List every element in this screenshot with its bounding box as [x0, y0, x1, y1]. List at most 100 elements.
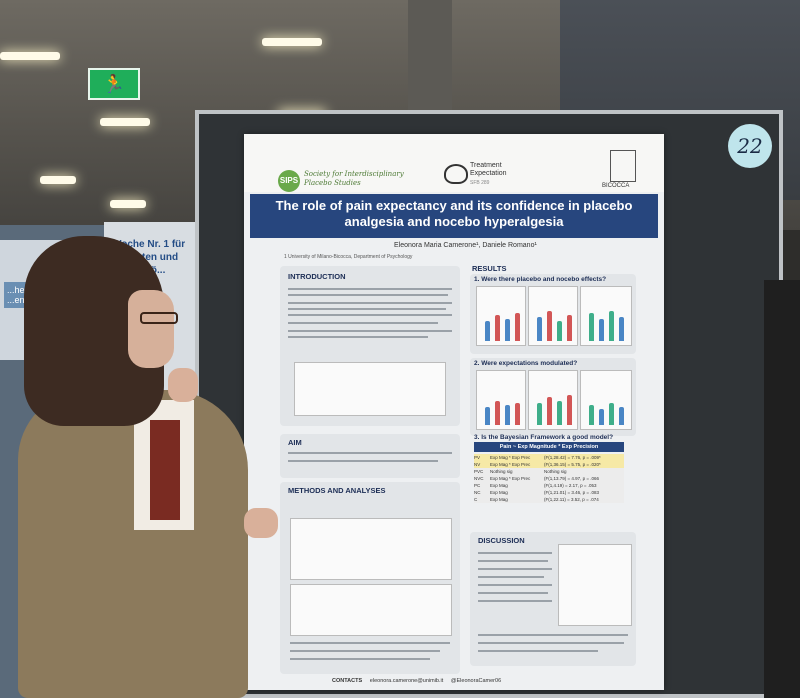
q1-heading: 1. Were there placebo and nocebo effects… — [474, 276, 607, 283]
row-stat: (F(1,28.42) = 7.76, p = .009* — [544, 455, 601, 460]
text-line — [478, 576, 544, 578]
text-line — [478, 560, 548, 562]
table-row: PVC Nothing sig Nothing sig — [474, 468, 624, 475]
person-hand — [168, 368, 198, 402]
plot-bar — [485, 407, 490, 425]
contact-email: eleonora.camerone@unimib.it — [369, 678, 444, 684]
text-line — [288, 452, 452, 454]
plot-bar — [567, 395, 572, 425]
row-label: NVC — [474, 476, 484, 481]
row-model: Exp Mag — [490, 490, 508, 495]
contacts-label: CONTACTS — [332, 678, 363, 684]
plot-bar — [485, 321, 490, 341]
methods-table — [290, 584, 452, 636]
row-stat: (F(1,22.11) = 3.52, p = .074 — [544, 497, 599, 502]
row-model: Exp Mag — [490, 483, 508, 488]
aim-heading: AIM — [288, 438, 302, 447]
table-row: NV Exp Mag * Exp Prec (F(1,36.15) = 5.75, … — [474, 461, 624, 468]
text-line — [478, 642, 624, 644]
table-row: C Exp Mag (F(1,22.11) = 3.52, p = .074 — [474, 496, 624, 503]
plot-bar — [537, 403, 542, 425]
row-stat: (F(1,4.19) = 2.17, p = .053 — [544, 483, 597, 488]
row-model: Exp Mag * Exp Prec — [490, 455, 531, 460]
row-label: C — [474, 497, 478, 502]
text-line — [478, 592, 548, 594]
text-line — [478, 650, 598, 652]
plot-bar — [609, 403, 614, 425]
plot-bar — [557, 401, 562, 425]
plot-bar — [599, 409, 604, 425]
text-line — [288, 288, 452, 290]
ceiling-light — [0, 52, 60, 60]
row-label: NC — [474, 490, 481, 495]
q2-plot-1 — [476, 370, 526, 430]
title-bar — [250, 194, 658, 238]
results-heading: RESULTS — [472, 264, 507, 273]
row-model: Exp Mag — [490, 497, 508, 502]
q1-plot-3 — [580, 286, 632, 346]
row-label: PC — [474, 483, 481, 488]
row-label: NV — [474, 462, 481, 467]
table-row: PC Exp Mag (F(1,4.19) = 2.17, p = .053 — [474, 482, 624, 489]
text-line — [290, 650, 440, 652]
text-line — [478, 568, 552, 570]
aim-box — [280, 434, 460, 478]
text-line — [288, 294, 448, 296]
plot-bar — [619, 407, 624, 425]
sips-name: Society for Interdisciplinary Placebo St… — [304, 170, 404, 187]
intro-figure — [294, 362, 446, 416]
person-jacket — [18, 390, 248, 698]
text-line — [288, 314, 452, 316]
row-model: Nothing sig — [490, 469, 513, 474]
plot-bar — [599, 319, 604, 341]
plot-bar — [505, 405, 510, 425]
poster-title: The role of pain expectancy and its conf… — [275, 198, 633, 229]
discussion-heading: DISCUSSION — [478, 536, 525, 545]
plot-bar — [537, 317, 542, 341]
text-line — [290, 658, 430, 660]
row-label: PV — [474, 455, 481, 460]
text-line — [478, 584, 552, 586]
poster-authors: Eleonora Maria Camerone¹, Daniele Romano… — [394, 242, 537, 249]
text-line — [288, 460, 438, 462]
contact-twitter: @EleonoraCamer06 — [450, 678, 502, 684]
q3-heading: 3. Is the Bayesian Framework a good mode… — [474, 434, 614, 441]
board-stand — [764, 280, 800, 698]
plot-bar — [589, 313, 594, 341]
text-line — [290, 642, 450, 644]
results-table-header: Pain ~ Exp Magnitude * Exp Precision — [474, 442, 624, 452]
q1-plot-1 — [476, 286, 526, 346]
discussion-figure — [558, 544, 632, 626]
row-stat: Nothing sig — [544, 469, 567, 474]
sips-logo: SIPS — [278, 170, 300, 192]
plot-bar — [495, 315, 500, 341]
glasses-icon — [140, 312, 178, 324]
row-label: PVC — [474, 469, 484, 474]
contacts-bar: CONTACTS eleonora.camerone@unimib.it @El… — [332, 678, 501, 684]
q2-plot-3 — [580, 370, 632, 430]
person-top — [150, 420, 180, 520]
plot-bar — [547, 397, 552, 425]
ceiling-light — [262, 38, 322, 46]
q1-plot-2 — [528, 286, 578, 346]
brain-icon — [444, 164, 468, 184]
row-stat: (F(1,36.15) = 5.75, p = .020* — [544, 462, 601, 467]
plot-bar — [567, 315, 572, 341]
exit-sign-icon: 🏃 — [88, 68, 140, 100]
ceiling-light — [40, 176, 76, 184]
row-stat: (F(1,21.01) = 3.46, p = .083 — [544, 490, 600, 495]
row-model: Exp Mag * Exp Prec — [490, 476, 531, 481]
text-line — [288, 330, 452, 332]
treatment-expectation-sub: SFB 289 — [470, 180, 490, 186]
plot-bar — [557, 321, 562, 341]
row-stat: (F(1,13.79) = 4.97, p = .066 — [544, 476, 600, 481]
plot-bar — [515, 403, 520, 425]
plot-bar — [589, 405, 594, 425]
table-row: NC Exp Mag (F(1,21.01) = 3.46, p = .083 — [474, 489, 624, 496]
plot-bar — [547, 311, 552, 341]
ceiling-light — [110, 200, 146, 208]
table-row: NVC Exp Mag * Exp Prec (F(1,13.79) = 4.97,… — [474, 475, 624, 482]
methods-heading: METHODS AND ANALYSES — [288, 486, 386, 495]
treatment-expectation-name: Treatment Expectation — [470, 162, 507, 177]
poster-affiliation: 1 University of Milano-Bicocca, Departme… — [284, 254, 413, 260]
